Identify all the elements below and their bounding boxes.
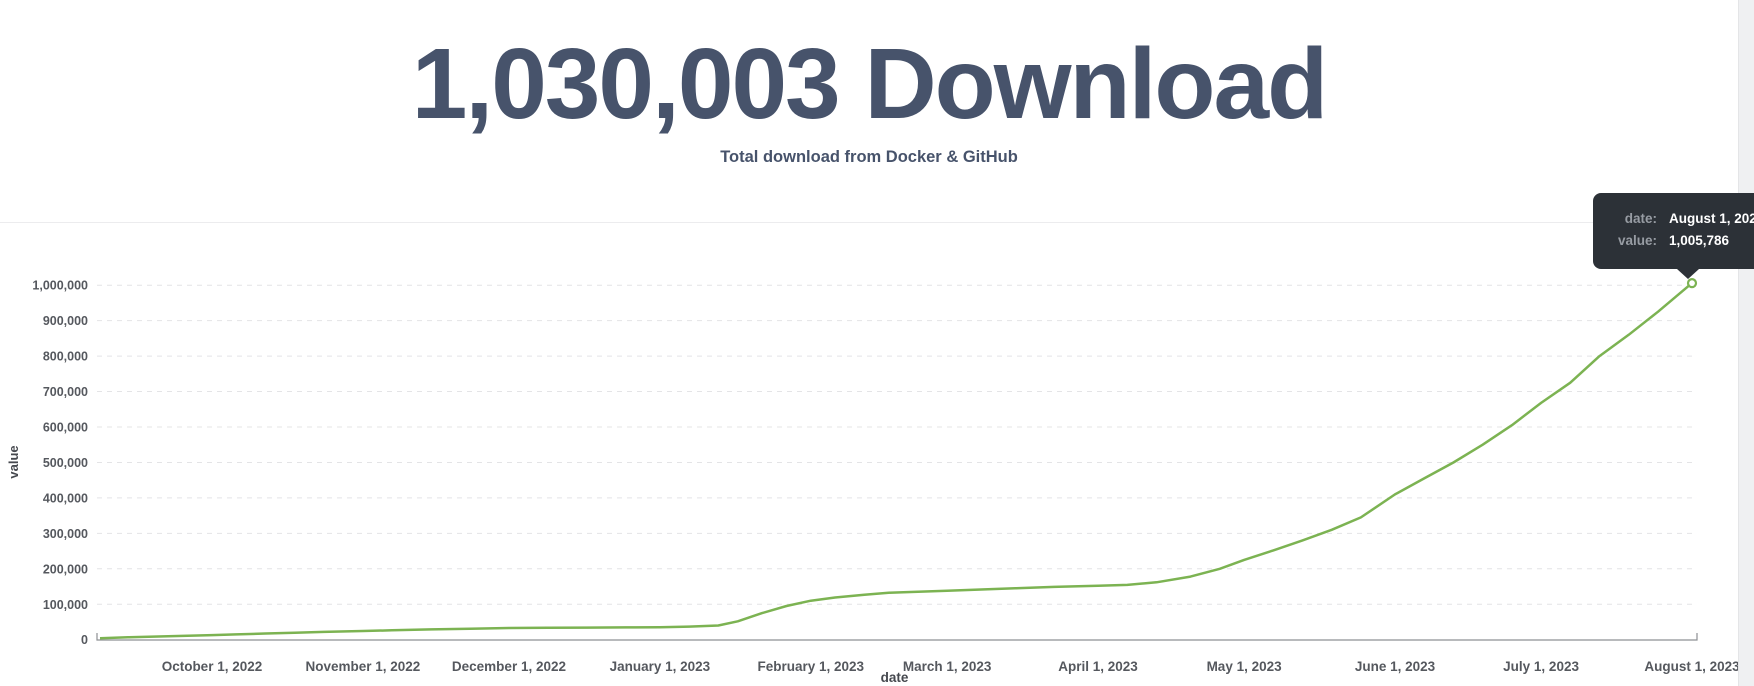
- last-point-marker[interactable]: [1686, 278, 1698, 289]
- x-tick-label: October 1, 2022: [162, 659, 263, 674]
- x-tick-label: November 1, 2022: [305, 659, 420, 674]
- x-tick-label: April 1, 2023: [1058, 659, 1138, 674]
- tooltip-value-label: value:: [1617, 233, 1657, 248]
- y-tick-label: 200,000: [43, 562, 88, 576]
- tooltip-value-row: value: 1,005,786: [1593, 230, 1754, 252]
- y-tick-label: 100,000: [43, 598, 88, 612]
- y-tick-label: 300,000: [43, 527, 88, 541]
- page-subtitle: Total download from Docker & GitHub: [720, 148, 1018, 166]
- header-divider: [0, 222, 1738, 223]
- series-line[interactable]: [99, 282, 1693, 640]
- x-tick-label: January 1, 2023: [610, 659, 711, 674]
- x-tick-label: August 1, 2023: [1644, 659, 1740, 674]
- x-axis-line: [96, 633, 1698, 641]
- chart-tooltip: date: August 1, 2023 value: 1,005,786: [1593, 193, 1754, 279]
- tooltip-date-row: date: August 1, 2023: [1593, 208, 1754, 230]
- tooltip-value-value: 1,005,786: [1669, 233, 1730, 248]
- y-tick-label: 800,000: [43, 350, 88, 364]
- tooltip-date-value: August 1, 2023: [1669, 211, 1754, 226]
- y-tick-label: 400,000: [43, 491, 88, 505]
- tooltip-arrow: [1677, 269, 1699, 279]
- x-tick-label: June 1, 2023: [1355, 659, 1436, 674]
- x-tick-label: December 1, 2022: [452, 659, 566, 674]
- y-tick-label: 700,000: [43, 385, 88, 399]
- x-axis-title: date: [881, 670, 909, 685]
- x-tick-label: March 1, 2023: [903, 659, 992, 674]
- y-tick-label: 900,000: [43, 314, 88, 328]
- y-tick-label: 0: [81, 633, 88, 647]
- x-tick-label: May 1, 2023: [1207, 659, 1283, 674]
- x-tick-label: July 1, 2023: [1503, 659, 1579, 674]
- vertical-scrollbar[interactable]: [1738, 0, 1754, 686]
- chart-header: 1,030,003 Download Total download from D…: [0, 0, 1738, 167]
- y-tick-label: 1,000,000: [32, 279, 88, 293]
- tooltip-date-label: date:: [1624, 211, 1657, 226]
- y-tick-label: 500,000: [43, 456, 88, 470]
- x-tick-label: February 1, 2023: [758, 659, 865, 674]
- y-tick-label: 600,000: [43, 421, 88, 435]
- page-title: 1,030,003 Download: [411, 28, 1328, 140]
- y-axis-title: value: [6, 445, 21, 478]
